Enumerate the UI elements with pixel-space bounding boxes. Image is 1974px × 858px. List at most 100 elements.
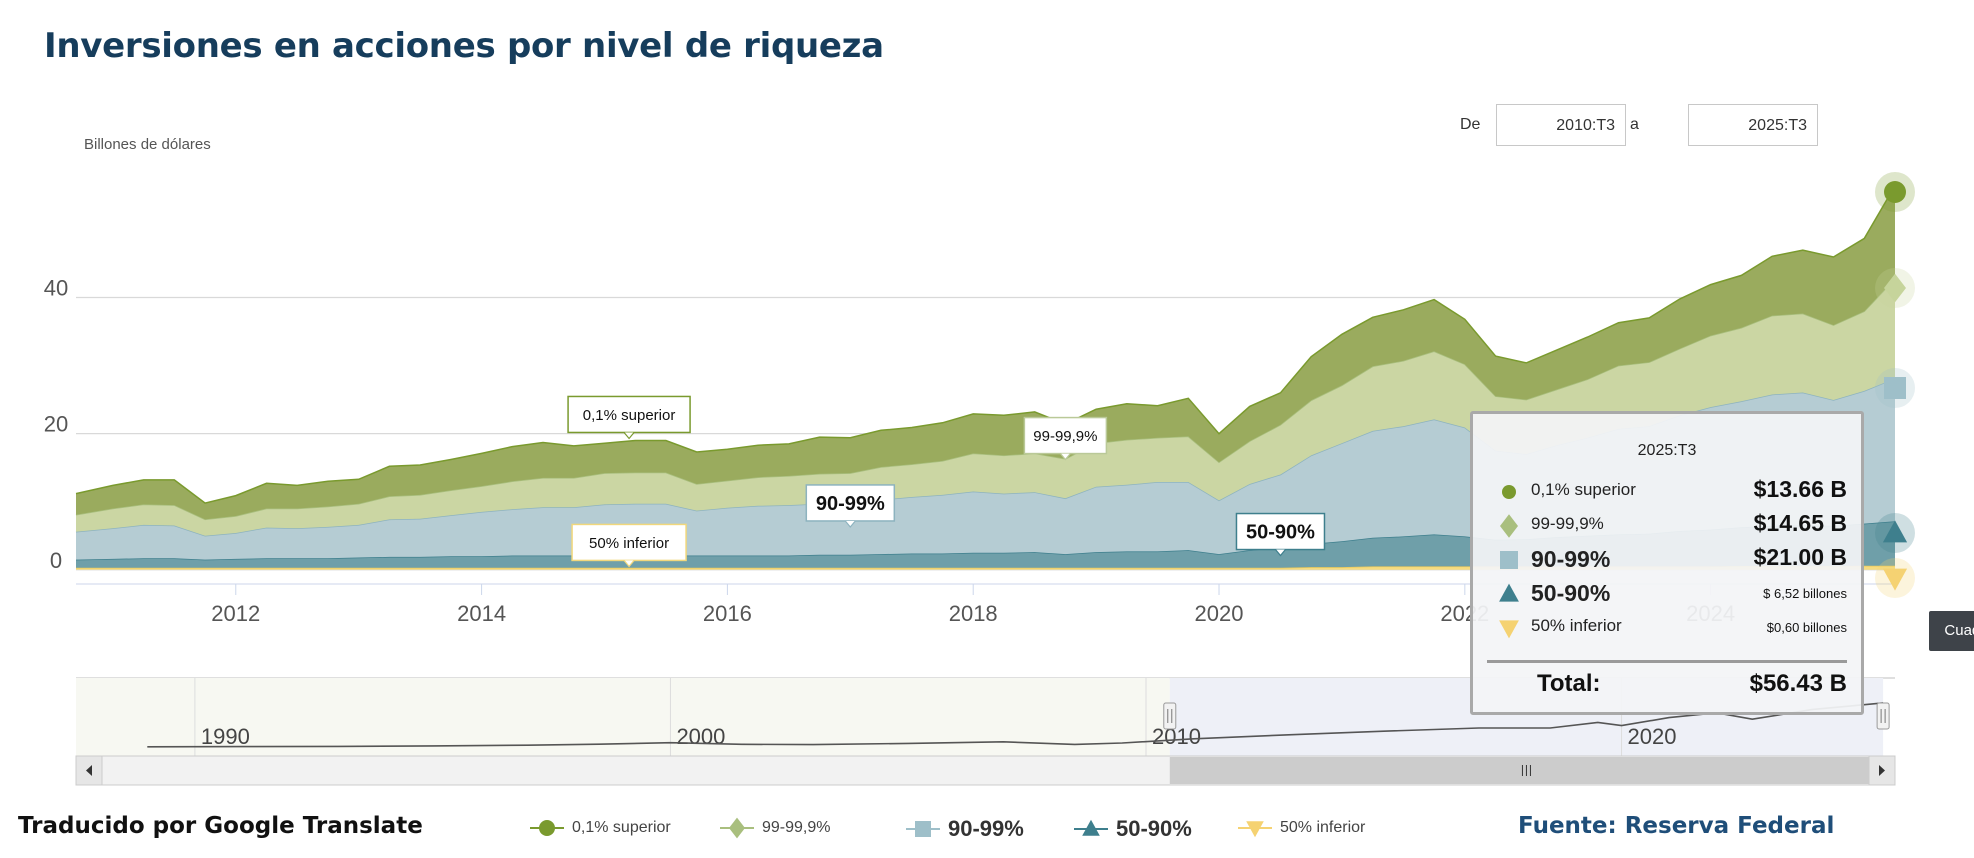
legend-label: 50-90% [1116, 816, 1192, 841]
y-tick-label: 20 [44, 412, 68, 437]
y-tick-label: 0 [50, 548, 62, 573]
tooltip-marker-square [1500, 551, 1518, 569]
legend-marker [1082, 819, 1100, 836]
navigator-handle [1876, 702, 1890, 730]
tooltip-marker-triangle-down [1499, 620, 1519, 639]
chart-annotation: 99-99,9% [1023, 416, 1108, 461]
translated-credit: Traducido por Google Translate [18, 813, 423, 839]
end-marker-triangle [1882, 520, 1908, 543]
annotation-pointer [1059, 453, 1071, 461]
series-line [75, 185, 1896, 504]
chart-annotation: 0,1% superior [567, 395, 691, 440]
marker-shape [1502, 485, 1516, 499]
handle-body [1876, 702, 1890, 730]
annotation-pointer [1275, 549, 1286, 557]
chart-annotation: 50% inferior [571, 523, 687, 568]
handle-body [1163, 702, 1177, 730]
legend-item[interactable]: 50-90% [1074, 816, 1192, 842]
area-90-99- [76, 378, 1895, 560]
marker-shape [1499, 583, 1519, 602]
tooltip-series-value: $0,60 billones [1766, 620, 1847, 635]
x-tick-label: 2016 [703, 601, 752, 626]
chart-annotation: 50-90% [1235, 512, 1326, 557]
annotation-label: 50-90% [1246, 522, 1315, 544]
annotation-pointer [623, 432, 635, 440]
y-axis-unit-label: Billones de dólares [84, 136, 211, 153]
legend-diamond-icon [720, 817, 754, 839]
legend-label: 90-99% [948, 816, 1024, 841]
annotation-label: 0,1% superior [583, 407, 676, 424]
legend-label: 0,1% superior [572, 819, 671, 836]
tooltip-series-value: $21.00 B [1753, 544, 1847, 570]
tooltip-marker-triangle [1499, 583, 1519, 602]
annotation-box [567, 395, 691, 434]
annotation-label: 90-99% [816, 493, 885, 515]
tooltip-series-name: 0,1% superior [1531, 480, 1636, 499]
end-marker-square [1884, 377, 1906, 399]
x-tick-label: 2020 [1195, 601, 1244, 626]
tooltip-period: 2025:T3 [1637, 442, 1697, 459]
legend-item[interactable]: 50% inferior [1238, 816, 1365, 840]
navigator-year-label: 2020 [1628, 724, 1677, 749]
x-tick-label: 2012 [211, 601, 260, 626]
legend-circle-icon [530, 820, 564, 836]
legend-triangle-icon [1074, 819, 1108, 836]
chart-annotation: 90-99% [805, 484, 896, 528]
chart-legend: 0,1% superior 99-99,9% 90-99% 50-90% 50% inf… [530, 816, 1410, 846]
area-99-99-9- [76, 278, 1895, 536]
cuadro-button[interactable]: Cuadro [1929, 611, 1974, 651]
annotation-label: 99-99,9% [1033, 428, 1097, 445]
date-range-selector: De 2010:T3 a 2025:T3 [1440, 104, 1820, 148]
end-marker-diamond [1884, 273, 1906, 303]
legend-label: 50% inferior [1280, 819, 1366, 836]
end-marker-triangle-down [1882, 568, 1908, 591]
tooltip-series-name: 50% inferior [1531, 616, 1622, 635]
marker-shape [1500, 551, 1518, 569]
marker-shape [1500, 514, 1518, 538]
scrollbar-thumb [1169, 757, 1874, 784]
end-marker-circle [1884, 181, 1906, 203]
x-tick-label: 2014 [457, 601, 506, 626]
tooltip-total-label: Total: [1537, 670, 1601, 697]
tooltip-series-value: $14.65 B [1753, 510, 1847, 536]
legend-marker [539, 820, 555, 836]
annotation-box [571, 523, 687, 562]
legend-item[interactable]: 90-99% [906, 816, 1024, 842]
range-from-input[interactable]: 2010:T3 [1496, 104, 1626, 146]
legend-triangle-down-icon [1238, 821, 1272, 838]
source-credit: Fuente: Reserva Federal [1518, 813, 1835, 839]
tooltip-series-value: $ 6,52 billones [1763, 586, 1847, 601]
legend-marker [915, 821, 931, 837]
navigator-year-label: 2000 [676, 724, 725, 749]
tooltip-row: 0,1% superior $13.66 B [1497, 476, 1847, 506]
navigator-year-label: 1990 [201, 724, 250, 749]
x-tick-label: 2018 [949, 601, 998, 626]
tooltip-row: 90-99% $21.00 B [1497, 544, 1847, 574]
legend-square-icon [906, 821, 940, 837]
range-to-input[interactable]: 2025:T3 [1688, 104, 1818, 146]
tooltip-marker-circle [1502, 485, 1516, 499]
tooltip-series-value: $13.66 B [1753, 476, 1847, 502]
marker-shape [1499, 620, 1519, 639]
annotation-label: 50% inferior [589, 535, 669, 552]
navigator-series-line [147, 702, 1884, 748]
tooltip-total-value: $56.43 B [1749, 670, 1847, 697]
chevron-right-icon [1879, 765, 1885, 776]
chart-title: Inversiones en acciones por nivel de riq… [44, 26, 884, 66]
legend-item[interactable]: 0,1% superior [530, 816, 671, 840]
tooltip-series-name: 99-99,9% [1531, 514, 1604, 533]
legend-marker [729, 817, 745, 839]
legend-label: 99-99,9% [762, 819, 831, 836]
tooltip-row: 99-99,9% $14.65 B [1497, 510, 1847, 540]
range-to-label: a [1630, 116, 1639, 133]
area-0-1-superior [76, 185, 1895, 520]
legend-item[interactable]: 99-99,9% [720, 816, 831, 840]
tooltip-row: 50% inferior $0,60 billones [1497, 612, 1847, 642]
tooltip-marker-diamond [1500, 514, 1518, 538]
annotation-pointer [844, 520, 856, 528]
navigator-handle [1163, 702, 1177, 730]
range-from-label: De [1460, 116, 1481, 133]
tooltip-series-name: 90-99% [1531, 546, 1611, 572]
chevron-left-icon [86, 765, 92, 776]
